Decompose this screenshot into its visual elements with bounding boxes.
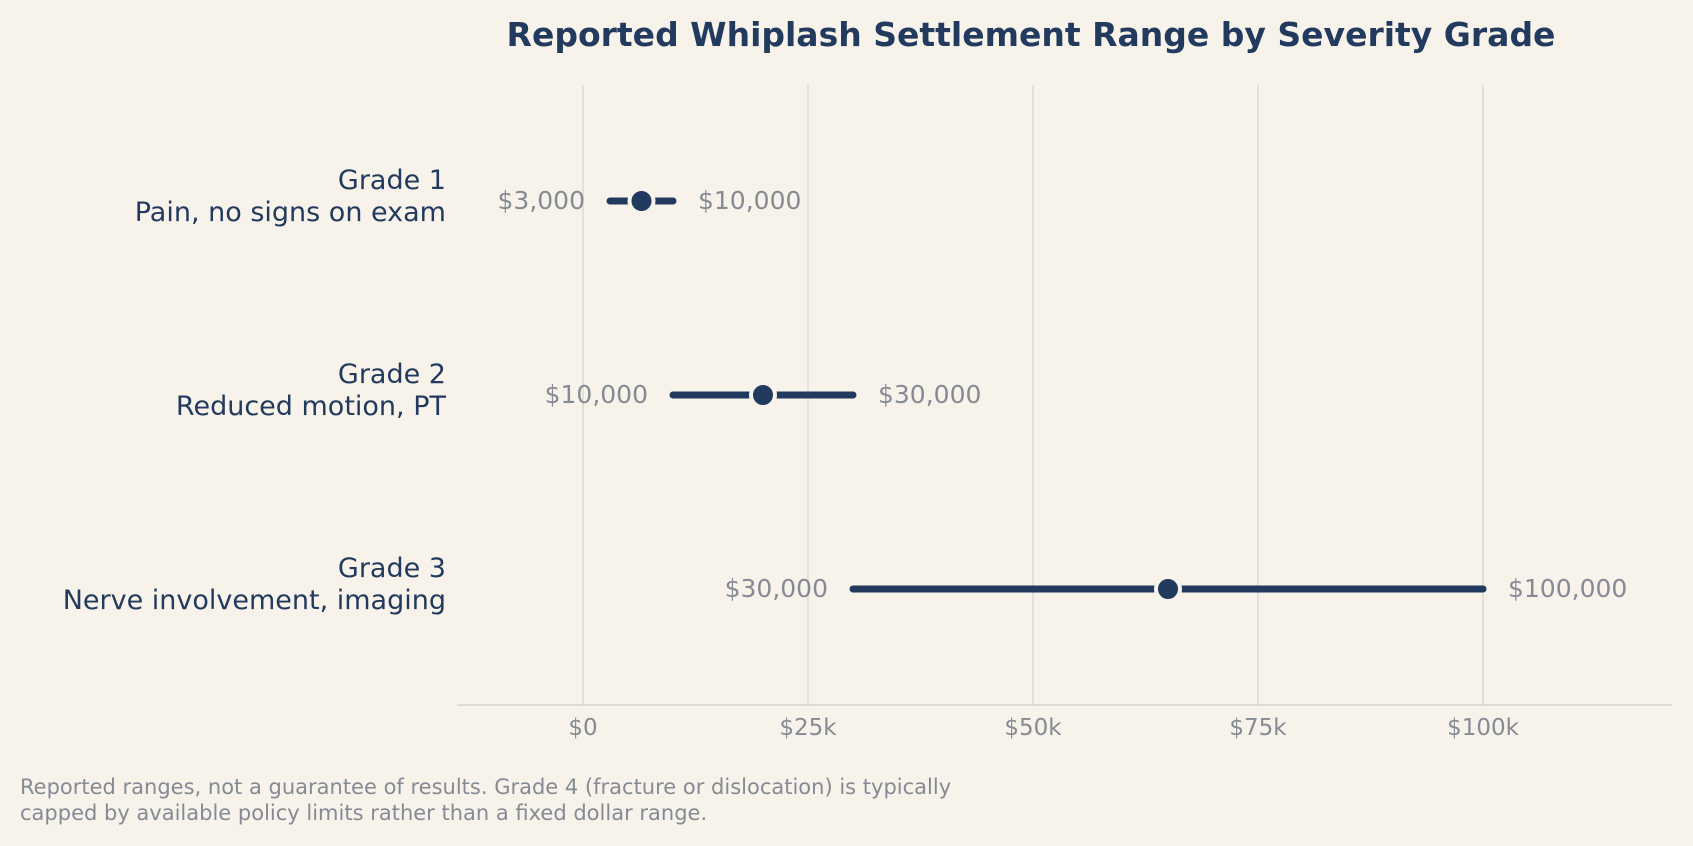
x-tick-label: $0	[568, 715, 597, 741]
footnote: Reported ranges, not a guarantee of resu…	[20, 774, 1120, 826]
low-value-label: $3,000	[498, 186, 585, 215]
x-tick-label: $25k	[779, 715, 837, 741]
chart-title: Reported Whiplash Settlement Range by Se…	[507, 15, 1556, 54]
category-label: Grade 2	[338, 359, 446, 390]
high-value-label: $100,000	[1508, 574, 1627, 603]
gridlines	[582, 85, 1484, 705]
category-label: Grade 3	[338, 553, 446, 584]
category-description: Reduced motion, PT	[176, 391, 447, 422]
x-tick-label: $75k	[1229, 715, 1287, 741]
high-value-label: $30,000	[878, 380, 981, 409]
footnote-line-2: capped by available policy limits rather…	[20, 801, 708, 825]
low-value-label: $10,000	[545, 380, 648, 409]
low-value-label: $30,000	[725, 574, 828, 603]
x-axis-ticks: $0 $25k $50k $75k $100k	[568, 715, 1519, 741]
high-value-label: $10,000	[698, 186, 801, 215]
midpoint-marker	[1154, 575, 1182, 603]
category-description: Nerve involvement, imaging	[63, 585, 446, 616]
category-label: Grade 1	[338, 165, 446, 196]
x-tick-label: $50k	[1004, 715, 1062, 741]
footnote-line-1: Reported ranges, not a guarantee of resu…	[20, 775, 952, 799]
x-tick-label: $100k	[1447, 715, 1520, 741]
midpoint-marker	[627, 187, 656, 215]
category-description: Pain, no signs on exam	[135, 197, 446, 228]
midpoint-marker	[749, 381, 777, 409]
